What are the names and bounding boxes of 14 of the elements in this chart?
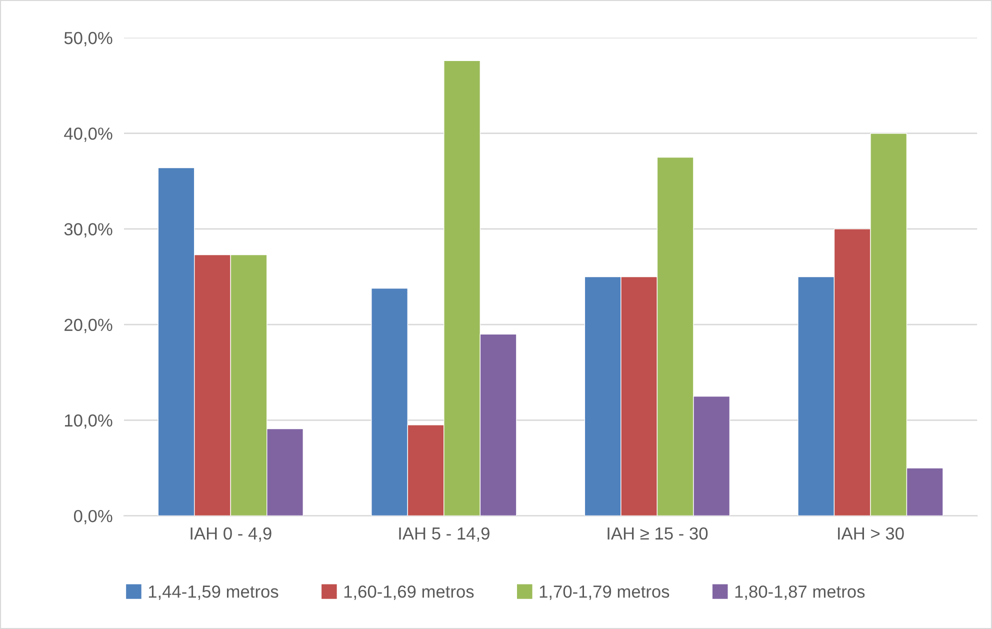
x-tick-label: IAH 0 - 4,9: [190, 527, 272, 542]
x-tick-label: IAH 5 - 14,9: [399, 527, 490, 542]
legend-label: 1,70-1,79 metros: [540, 585, 670, 600]
legend-label: 1,60-1,69 metros: [344, 585, 474, 600]
y-tick-label: 10,0%: [64, 414, 112, 429]
x-tick-label: IAH ≥ 15 - 30: [608, 527, 708, 540]
x-tick-label: IAH > 30: [838, 527, 904, 540]
y-tick-label: 0,0%: [74, 510, 112, 524]
legend-label: 1,44-1,59 metros: [148, 585, 278, 600]
y-tick-label: 30,0%: [64, 223, 112, 238]
legend-label: 1,80-1,87 metros: [735, 585, 865, 600]
y-tick-label: 40,0%: [64, 128, 112, 142]
y-tick-label: 20,0%: [64, 318, 112, 334]
y-tick-label: 50,0%: [64, 32, 112, 46]
